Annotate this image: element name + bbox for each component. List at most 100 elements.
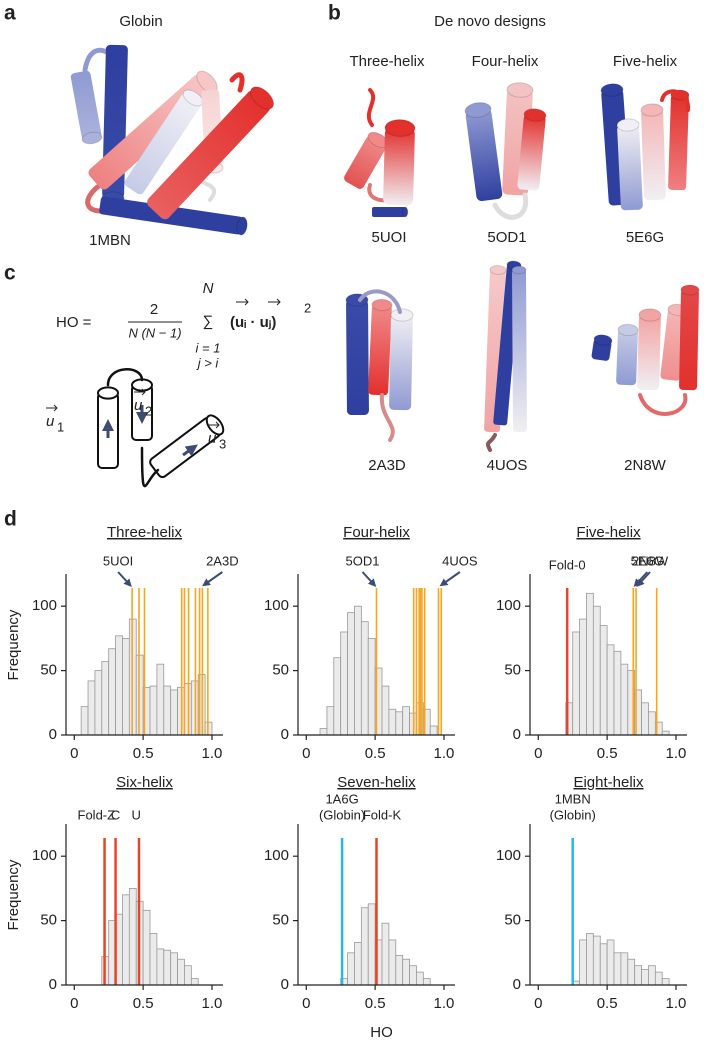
sum-bottom: i = 1	[196, 340, 221, 355]
annotation-arrow	[117, 571, 132, 587]
helix-body	[517, 114, 546, 191]
helix-body	[616, 329, 638, 386]
helix	[124, 89, 204, 195]
helix-cap	[81, 131, 103, 145]
bar	[402, 706, 410, 736]
helix-cap	[489, 265, 507, 275]
helix	[70, 70, 103, 145]
bar	[654, 971, 663, 986]
helix	[99, 196, 248, 236]
helix-cap	[390, 308, 414, 322]
annotation: Fold-0	[549, 557, 586, 572]
helix-body	[99, 196, 243, 235]
y-tick-label: 0	[513, 726, 521, 743]
annotation: 5UOI	[103, 553, 133, 568]
annotation-arrow	[202, 571, 223, 587]
vector: u	[208, 430, 217, 447]
panel-title: De novo designs	[434, 13, 546, 30]
panel-label: c	[4, 262, 16, 285]
y-tick-label: 100	[32, 847, 57, 864]
sum-sign: ∑	[203, 313, 214, 330]
chart-title: Seven-helix	[337, 774, 416, 791]
loop	[379, 393, 395, 442]
x-tick-label: 0	[534, 995, 542, 1012]
helix-body	[372, 207, 405, 217]
bar	[367, 903, 376, 986]
y-tick-label: 100	[264, 847, 289, 864]
chart-title: Three-helix	[107, 524, 183, 541]
annotation: 2A3D	[206, 553, 239, 568]
vector-arrow	[236, 298, 281, 306]
helix-body	[637, 314, 661, 391]
bar	[395, 954, 404, 986]
y-tick-label: 50	[40, 662, 57, 679]
y-tick-label: 50	[504, 662, 521, 679]
helix	[345, 293, 369, 416]
helix-cap	[464, 102, 492, 118]
annotation: (Globin)	[550, 807, 596, 822]
helix-body	[668, 94, 689, 191]
x-tick-label: 1.0	[666, 745, 687, 762]
bar	[184, 965, 192, 986]
bar	[661, 978, 670, 986]
helix-body	[346, 299, 369, 416]
bar	[177, 958, 185, 986]
bar	[613, 952, 622, 986]
y-tick-label: 0	[281, 726, 289, 743]
x-tick-label: 1.0	[666, 995, 687, 1012]
bar	[156, 948, 165, 986]
bar	[613, 650, 622, 736]
y-tick-label: 100	[32, 597, 57, 614]
formula-lhs: HO =	[56, 314, 92, 331]
bar	[170, 952, 178, 986]
structure-id: 5UOI	[371, 229, 406, 246]
x-tick-label: 0.5	[365, 745, 386, 762]
loop	[660, 89, 691, 112]
y-tick-label: 0	[49, 976, 57, 993]
column-title: Three-helix	[349, 53, 425, 70]
x-tick-label: 0.5	[597, 995, 618, 1012]
y-tick-label: 50	[40, 912, 57, 929]
chart-title: Six-helix	[116, 774, 173, 791]
panel-label: b	[328, 2, 341, 25]
annotation: 5E6G	[631, 553, 664, 568]
formula-denominator: N (N − 1)	[128, 325, 181, 340]
helix-cap	[616, 118, 640, 132]
x-tick-label: 0	[302, 745, 310, 762]
bar	[395, 711, 404, 736]
helix-body	[124, 93, 201, 195]
loop	[358, 289, 402, 314]
vector-arrow	[208, 421, 220, 429]
annotation: 1A6G	[325, 791, 358, 806]
helix-cap	[236, 216, 248, 236]
bar	[360, 621, 369, 736]
bar	[163, 685, 172, 736]
annotation: Fold-K	[363, 807, 402, 822]
x-axis-label: HO	[370, 1024, 393, 1041]
bar	[381, 685, 390, 736]
bar	[354, 605, 362, 736]
bar	[388, 939, 397, 986]
bar	[641, 969, 649, 986]
helix	[147, 86, 275, 220]
y-tick-label: 0	[281, 976, 289, 993]
bar	[388, 708, 397, 736]
bar	[108, 648, 116, 736]
bar	[122, 638, 130, 736]
helix-cap	[506, 82, 534, 98]
column-title: Five-helix	[613, 53, 678, 70]
x-tick-label: 0.5	[365, 995, 386, 1012]
bar	[340, 631, 348, 736]
bar	[94, 670, 103, 736]
x-tick-label: 0	[70, 995, 78, 1012]
bar	[128, 888, 137, 986]
helix-body	[368, 304, 392, 396]
annotation: U	[132, 807, 141, 822]
x-tick-label: 0.5	[597, 745, 618, 762]
loop	[638, 393, 688, 416]
bar	[156, 663, 165, 736]
annotation-arrow	[439, 571, 461, 587]
helix-cap	[371, 298, 393, 312]
vector-arrow	[46, 404, 58, 412]
